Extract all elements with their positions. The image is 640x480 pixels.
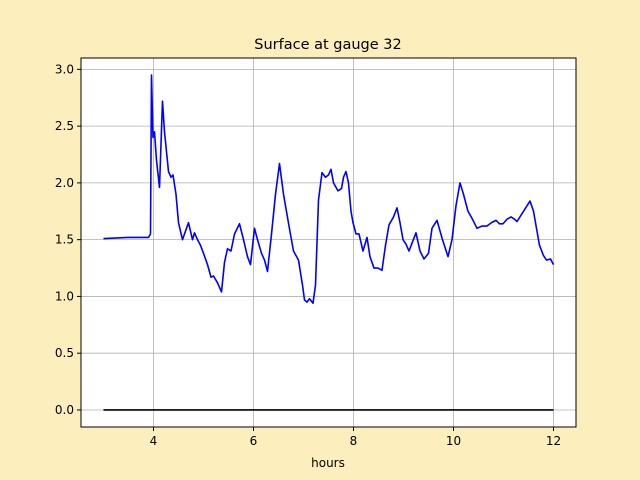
plot-area	[81, 58, 576, 427]
y-tick-label: 1.5	[55, 233, 74, 247]
axes-frame	[80, 57, 577, 428]
x-tick-label: 12	[546, 434, 561, 448]
y-tick-label: 3.0	[55, 62, 74, 76]
x-tick-label: 6	[250, 434, 258, 448]
x-tick-label: 10	[446, 434, 461, 448]
x-tick-label: 8	[350, 434, 358, 448]
y-tick-label: 0.0	[55, 403, 74, 417]
chart-title: Surface at gauge 32	[254, 37, 402, 53]
y-tick-label: 2.0	[55, 176, 74, 190]
y-tick-label: 1.0	[55, 289, 74, 303]
y-tick-label: 0.5	[55, 346, 74, 360]
x-axis-label: hours	[311, 456, 345, 470]
x-tick-label: 4	[150, 434, 158, 448]
y-tick-label: 2.5	[55, 119, 74, 133]
data-line	[103, 74, 555, 305]
